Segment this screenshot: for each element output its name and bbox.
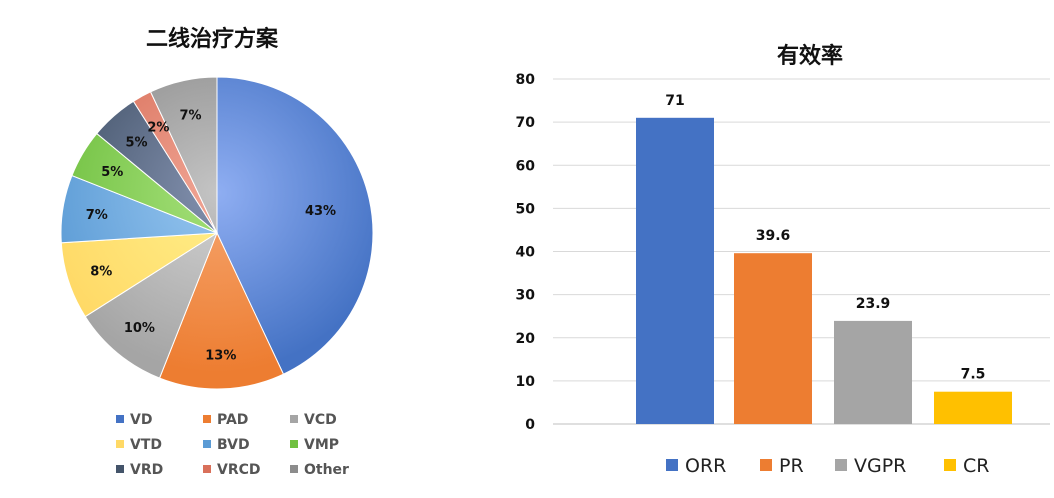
pie-legend-swatch-vcd <box>290 415 298 423</box>
pie-legend-swatch-vrcd <box>203 465 211 473</box>
y-tick-10: 10 <box>516 374 536 390</box>
bar-legend-swatch-cr <box>944 459 956 471</box>
bar-orr <box>636 117 714 425</box>
pie-legend-swatch-other <box>290 465 298 473</box>
pie-slice-labels: 43%13%10%8%7%5%5%2%7% <box>86 108 336 363</box>
pie-legend-label-other: Other <box>304 462 349 478</box>
bar-value-label-orr: 71 <box>665 93 684 109</box>
y-tick-20: 20 <box>516 331 536 347</box>
pie-legend-label-pad: PAD <box>217 412 248 428</box>
pie-legend-label-vrcd: VRCD <box>217 462 261 478</box>
y-tick-30: 30 <box>516 288 536 304</box>
bar-y-axis-ticks: 0 10 20 30 40 50 60 70 80 <box>516 72 536 433</box>
y-tick-80: 80 <box>516 72 536 88</box>
pie-label-pad: 13% <box>205 349 236 364</box>
bar-legend-swatch-orr <box>666 459 678 471</box>
pie-legend-label-vd: VD <box>130 412 152 428</box>
bar-legend-swatch-vgpr <box>835 459 847 471</box>
pie-legend-swatch-vtd <box>116 440 124 448</box>
bar-value-label-cr: 7.5 <box>961 367 986 383</box>
pie-label-bvd: 7% <box>86 208 108 223</box>
pie-label-vrd: 5% <box>125 136 147 151</box>
pie-legend-label-vmp: VMP <box>304 437 339 453</box>
bar-data-labels: 71 39.6 23.9 7.5 <box>665 93 985 383</box>
pie-label-vtd: 8% <box>90 265 112 280</box>
bar-value-label-vgpr: 23.9 <box>856 296 891 312</box>
bar-pr <box>734 253 812 424</box>
pie-label-vd: 43% <box>305 204 336 219</box>
bar-legend: ORR PR VGPR CR <box>666 455 989 477</box>
bar-legend-label-cr: CR <box>963 455 989 477</box>
pie-legend-swatch-vrd <box>116 465 124 473</box>
bar-cr <box>934 391 1012 424</box>
pie-label-other: 7% <box>179 108 201 123</box>
pie-legend-swatch-vd <box>116 415 124 423</box>
pie-chart: 二线治疗方案 43%13%10%8%7%5%5%2%7% VD PAD VCDVTD… <box>60 26 374 478</box>
pie-legend-swatch-vmp <box>290 440 298 448</box>
pie-label-vrcd: 2% <box>147 120 169 135</box>
pie-legend-swatch-pad <box>203 415 211 423</box>
pie-slice-other <box>149 76 218 234</box>
bar-legend-label-orr: ORR <box>685 455 726 477</box>
bar-legend-label-vgpr: VGPR <box>854 455 906 477</box>
y-tick-0: 0 <box>525 417 535 433</box>
y-tick-60: 60 <box>516 158 536 174</box>
bar-chart-title: 有效率 <box>777 43 843 69</box>
y-tick-70: 70 <box>516 115 536 131</box>
pie-legend-label-bvd: BVD <box>217 437 250 453</box>
bar-bars <box>636 117 1012 425</box>
y-tick-40: 40 <box>516 245 536 261</box>
pie-label-vcd: 10% <box>124 321 155 336</box>
pie-slice-vcd <box>84 231 219 379</box>
bar-vgpr <box>834 320 912 424</box>
pie-slices <box>60 76 374 390</box>
bar-value-label-pr: 39.6 <box>756 228 791 244</box>
bar-legend-swatch-pr <box>760 459 772 471</box>
pie-chart-title: 二线治疗方案 <box>146 26 279 52</box>
y-tick-50: 50 <box>516 201 536 217</box>
pie-slice-vd <box>216 76 374 375</box>
bar-legend-label-pr: PR <box>779 455 804 477</box>
pie-slice-pad <box>158 231 285 390</box>
bar-chart: 有效率 0 10 20 30 40 50 60 70 80 71 39.6 23.9 7.5 ORR P… <box>516 43 1050 477</box>
pie-legend-label-vtd: VTD <box>130 437 162 453</box>
pie-legend-swatch-bvd <box>203 440 211 448</box>
pie-legend-label-vcd: VCD <box>304 412 337 428</box>
pie-label-vmp: 5% <box>101 165 123 180</box>
pie-legend: VD PAD VCD VTD BVD VMP VRD VRCD Other <box>116 412 349 478</box>
pie-legend-label-vrd: VRD <box>130 462 163 478</box>
